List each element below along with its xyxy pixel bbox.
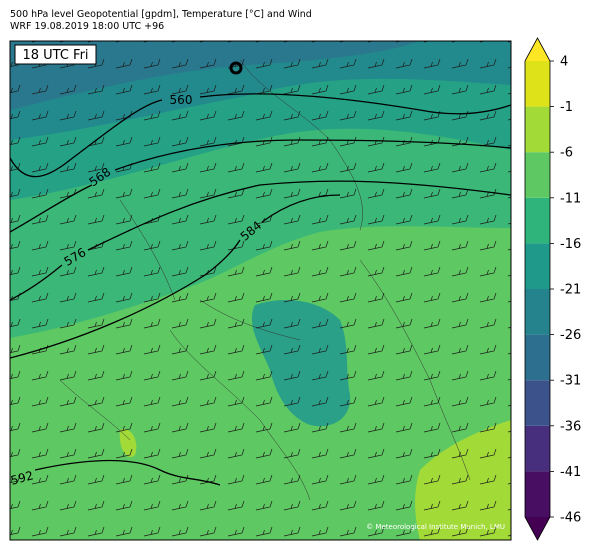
colorbar-band [525,243,550,289]
colorbar-band [525,289,550,335]
colorbar-tick-label: -36 [560,419,581,434]
colorbar-tick-label: -26 [560,328,581,343]
colorbar-band [525,380,550,426]
colorbar-band [525,152,550,198]
colorbar-tick-label: -16 [560,237,581,252]
colorbar-tick-label: -11 [560,191,581,206]
subtitle: WRF 19.08.2019 18:00 UTC +96 [10,21,164,32]
contour-label: 560 [170,93,193,107]
colorbar-extend-low [525,517,550,540]
colorbar-extend-high [525,38,550,61]
time-label: 18 UTC Fri [22,48,88,63]
geopotential-contours [10,93,511,486]
colorbar-tick-label: 4 [560,55,568,70]
time-label-box [14,44,97,65]
colorbar: 4 -1 -6 -11 -16 -21 -26 -31 -36 -41 -46 [524,37,581,541]
colorbar-tick-label: -6 [560,146,573,161]
colorbar-band [525,471,550,517]
wind-barbs [10,41,511,540]
colorbar-band [525,106,550,153]
contour-label: 592 [9,468,35,487]
low-marker [229,61,243,75]
colorbar-tick-label: -41 [560,465,581,480]
colorbar-tick-label: -21 [560,283,581,298]
colorbar-band [525,197,550,244]
colorbar-band [525,61,550,107]
title: 500 hPa level Geopotential [gpdm], Tempe… [10,9,312,20]
colorbar-tick-label: -31 [560,374,581,389]
colorbar-tick-label: -46 [560,511,581,526]
map-frame [9,40,512,541]
colorbar-tick-label: -1 [560,100,573,115]
colorbar-band [525,334,550,381]
colorbar-band [525,425,550,472]
credit: © Meteorological Institute Munich, LMU [366,523,505,531]
